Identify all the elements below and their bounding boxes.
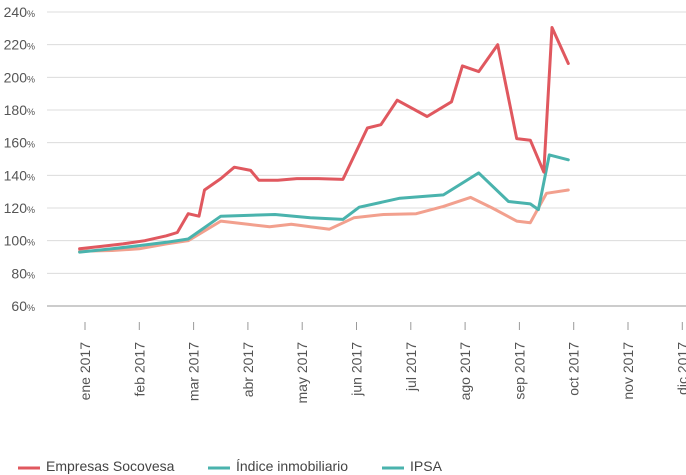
x-tick-label: nov 2017: [620, 342, 636, 400]
x-tick-label: may 2017: [294, 342, 310, 404]
y-tick-label: 140%: [4, 167, 35, 183]
y-tick-label: 220%: [4, 37, 35, 53]
x-tick-label: feb 2017: [131, 342, 147, 397]
x-axis-ticks: ene 2017 feb 2017 mar 2017 abr 2017 may 2017…: [77, 322, 686, 403]
x-tick-label: abr 2017: [240, 342, 256, 397]
x-tick-label: jul 2017: [403, 342, 419, 392]
y-tick-label: 160%: [4, 135, 35, 151]
x-tick-label: oct 2017: [566, 342, 582, 396]
x-tick-label: sep 2017: [511, 342, 527, 400]
x-tick-label: ene 2017: [77, 342, 93, 401]
legend-label: Índice inmobiliario: [236, 458, 348, 474]
legend-label: Empresas Socovesa: [46, 458, 175, 474]
x-tick-label: mar 2017: [186, 342, 202, 401]
legend-label: IPSA: [410, 458, 443, 474]
series-line-0: [78, 26, 570, 251]
series-line-2: [78, 153, 570, 254]
y-tick-label: 180%: [4, 102, 35, 118]
series-lines: [78, 26, 570, 254]
y-tick-label: 100%: [4, 233, 35, 249]
x-tick-label: jun 2017: [349, 342, 365, 397]
y-tick-label: 80%: [11, 265, 35, 281]
gridlines: [47, 11, 686, 274]
x-tick-label: ago 2017: [457, 342, 473, 401]
y-axis-ticks: 60% 80% 100% 120% 140% 160% 180% 200% 220% 240%: [4, 4, 35, 314]
x-tick-label: dic 2017: [674, 342, 686, 395]
y-tick-label: 120%: [4, 200, 35, 216]
y-tick-label: 240%: [4, 4, 35, 20]
series-line-1: [78, 188, 570, 253]
legend: Empresas Socovesa Índice inmobiliario IPSA: [18, 458, 443, 474]
y-tick-label: 200%: [4, 69, 35, 85]
y-tick-label: 60%: [11, 298, 35, 314]
